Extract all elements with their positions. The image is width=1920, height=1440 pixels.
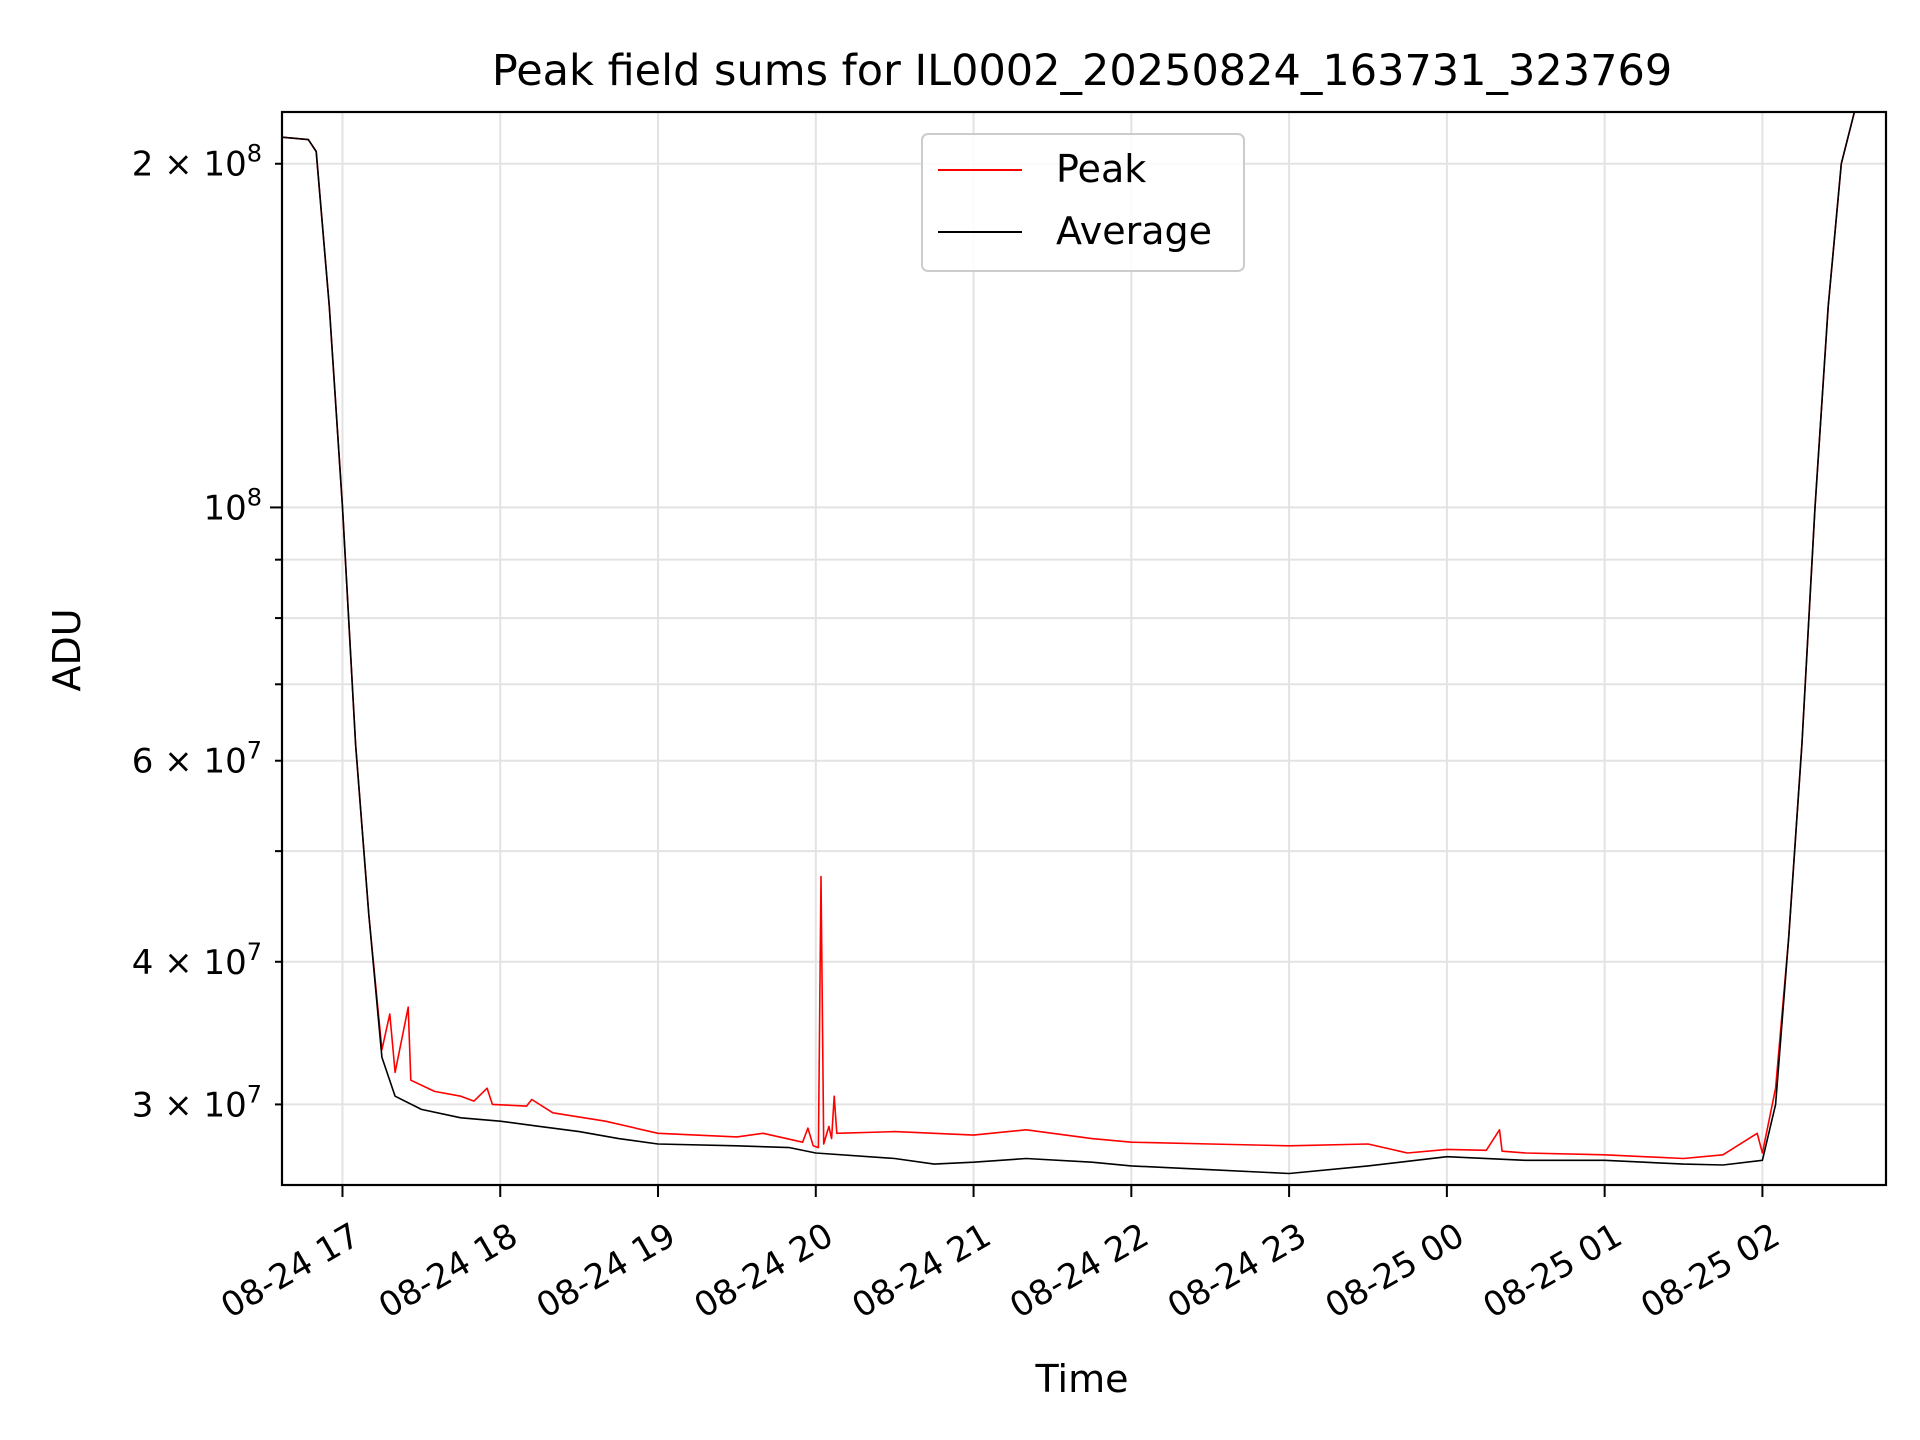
x-tick-label: 08-24 22 (1003, 1216, 1155, 1327)
x-tick-label: 08-24 19 (530, 1216, 682, 1327)
chart-title: Peak field sums for IL0002_20250824_1637… (492, 46, 1672, 96)
plot-frame (280, 110, 1888, 1187)
legend-box (921, 133, 1245, 272)
y-tick-label: 4 × 107 (132, 938, 262, 983)
x-tick-label: 08-24 18 (372, 1216, 524, 1327)
ticks: 08-24 17 08-24 18 08-24 19 08-24 20 08-24 21… (132, 140, 1787, 1327)
x-tick-label: 08-24 20 (688, 1216, 840, 1327)
series-layer (282, 112, 1886, 1175)
y-tick-label: 3 × 107 (132, 1080, 262, 1125)
series-line-average (282, 112, 1886, 1175)
x-axis-label: Time (1035, 1357, 1129, 1401)
x-tick-label: 08-24 17 (214, 1216, 366, 1327)
y-tick-label: 2 × 108 (132, 140, 262, 185)
x-tick-label: 08-25 02 (1634, 1216, 1786, 1327)
x-tick-label: 08-24 23 (1161, 1216, 1313, 1327)
x-tick-label: 08-25 01 (1477, 1216, 1629, 1327)
legend-label-average: Average (1056, 209, 1212, 253)
legend: Peak Average (921, 133, 1245, 272)
y-tick-label: 108 (203, 483, 262, 528)
x-tick-label: 08-25 00 (1319, 1216, 1471, 1327)
x-tick-label: 08-24 21 (845, 1216, 997, 1327)
y-tick-label: 6 × 107 (132, 737, 262, 782)
grid (282, 112, 1886, 1185)
y-axis-label: ADU (45, 608, 89, 691)
series-line-peak (282, 112, 1886, 1160)
legend-label-peak: Peak (1056, 147, 1146, 191)
